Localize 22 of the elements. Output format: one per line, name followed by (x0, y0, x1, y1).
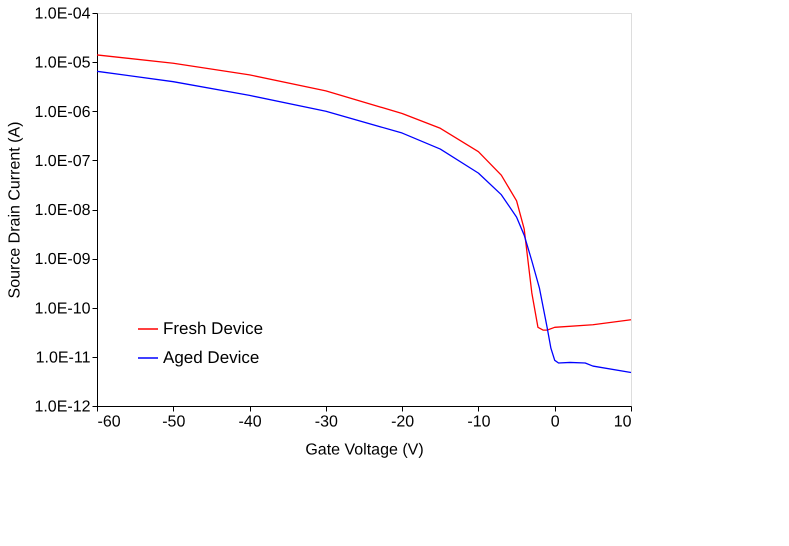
y-tick-label: 1.0E-11 (36, 349, 91, 366)
y-axis-title: Source Drain Current (A) (6, 122, 24, 298)
x-tick-label: -60 (98, 414, 121, 430)
x-tick-label: -40 (238, 414, 262, 430)
y-tick-label: 1.0E-04 (34, 6, 91, 22)
x-tick-label: -30 (314, 414, 338, 430)
y-tick-label: 1.0E-08 (34, 202, 91, 219)
line-series (96, 70, 632, 374)
y-tick-label: 1.0E-06 (34, 104, 91, 121)
x-tick-label: -10 (467, 414, 491, 430)
y-tick-label: 1.0E-05 (34, 54, 91, 72)
y-tick-label: 1.0E-09 (34, 251, 91, 268)
legend-label: Aged Device (163, 348, 260, 367)
y-tick-label: 1.0E-07 (34, 152, 91, 170)
y-tick-label: 1.0E-10 (34, 300, 91, 318)
x-axis-title: Gate Voltage (V) (305, 442, 424, 458)
x-tick-label: 10 (614, 414, 632, 430)
x-tick-label: 0 (550, 414, 560, 430)
x-tick-label: -20 (391, 414, 414, 430)
x-tick-label: -50 (162, 414, 186, 430)
y-tick-label: 1.0E-12 (34, 398, 91, 416)
legend-label: Fresh Device (163, 319, 264, 338)
